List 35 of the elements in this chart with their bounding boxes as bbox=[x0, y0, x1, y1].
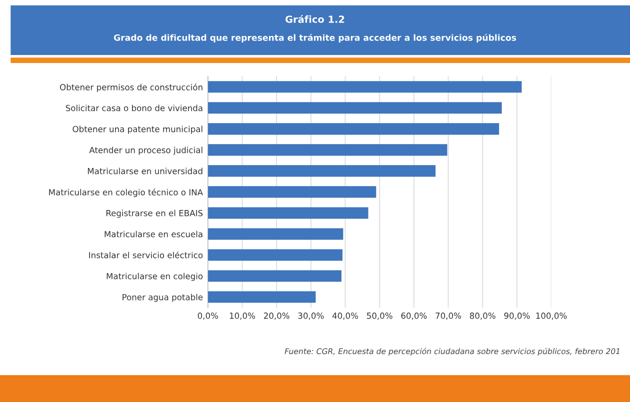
y-tick-label: Atender un proceso judicial bbox=[89, 146, 202, 155]
x-tick-label: 10,0% bbox=[230, 312, 256, 320]
bar bbox=[208, 81, 522, 93]
bar bbox=[208, 102, 502, 114]
y-tick-label: Matricularse en colegio bbox=[106, 272, 203, 281]
y-tick-label: Solicitar casa o bono de vivienda bbox=[66, 104, 202, 112]
bar bbox=[208, 270, 342, 282]
bar bbox=[208, 186, 376, 198]
y-tick-label: Obtener una patente municipal bbox=[72, 126, 202, 134]
x-tick-label: 100,0% bbox=[536, 312, 567, 320]
bar bbox=[208, 249, 342, 261]
y-tick-label: Instalar el servicio eléctrico bbox=[89, 251, 203, 258]
x-tick-label: 50,0% bbox=[366, 312, 392, 320]
y-tick-label: Poner agua potable bbox=[122, 294, 203, 302]
x-tick-label: 80,0% bbox=[470, 312, 496, 320]
bar bbox=[208, 165, 436, 177]
chart-subtitle: Grado de dificultad que representa el trámite para acceder a los servicios públicos bbox=[114, 34, 516, 43]
x-tick-label: 30,0% bbox=[298, 312, 324, 320]
x-tick-label: 40,0% bbox=[332, 312, 358, 320]
x-tick-label: 90,0% bbox=[504, 312, 530, 320]
bar bbox=[208, 144, 448, 156]
y-tick-label: Matricularse en universidad bbox=[88, 168, 202, 174]
bar bbox=[208, 228, 344, 240]
x-tick-label: 70,0% bbox=[436, 312, 462, 320]
y-tick-label: Obtener permisos de construcción bbox=[60, 84, 202, 92]
x-tick-label: 0,0% bbox=[198, 312, 218, 320]
y-tick-label: Registrarse en el EBAIS bbox=[106, 210, 203, 218]
x-tick-label: 20,0% bbox=[264, 312, 290, 320]
x-tick-label: 60,0% bbox=[401, 312, 427, 320]
bar bbox=[208, 123, 500, 135]
bar bbox=[208, 291, 316, 303]
y-tick-label: Matricularse en escuela bbox=[104, 230, 202, 238]
bar bbox=[208, 207, 368, 219]
chart-title: Gráfico 1.2 bbox=[286, 15, 344, 23]
y-tick-label: Matricularse en colegio técnico o INA bbox=[49, 188, 203, 198]
